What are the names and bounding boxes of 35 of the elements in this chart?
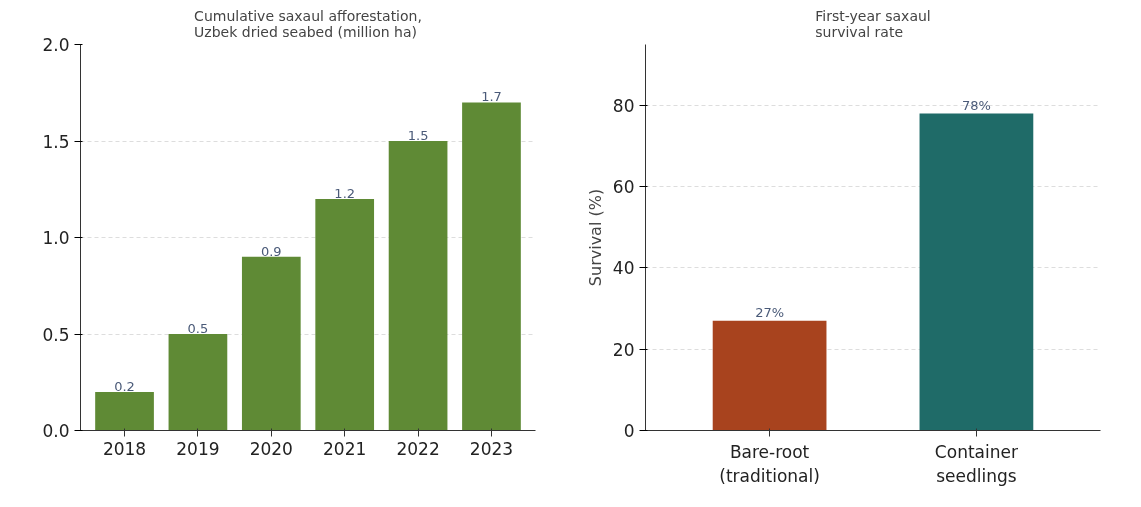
x-tick-label: 2019 <box>176 438 220 459</box>
y-tick-label: 20 <box>612 339 635 360</box>
bar <box>388 141 448 431</box>
y-tick-label: 40 <box>612 258 635 279</box>
bar <box>462 102 521 431</box>
data-label: 27% <box>755 304 785 320</box>
x-tick-label: 2023 <box>469 438 514 459</box>
x-tick-label: Bare-root (traditional) <box>719 441 820 486</box>
data-label: 0.2 <box>114 378 135 394</box>
y-tick-label: 60 <box>612 177 635 198</box>
data-label: 1.5 <box>407 128 429 143</box>
chart-title: Cumulative saxaul afforestation, Uzbek dried seabed (million ha) <box>194 7 422 40</box>
data-label: 78% <box>961 97 991 113</box>
data-label: 0.9 <box>260 243 282 259</box>
y-tick-label: 80 <box>612 95 635 116</box>
y-tick-label: 0.0 <box>42 421 70 441</box>
x-tick-label: 2018 <box>102 438 147 459</box>
y-tick-label: 2.0 <box>42 35 70 55</box>
x-tick-label: 2021 <box>323 438 367 459</box>
data-label: 1.7 <box>481 89 502 105</box>
y-axis-title: Survival (%) <box>585 188 605 287</box>
bar <box>168 334 228 431</box>
data-label: 0.5 <box>187 321 209 336</box>
y-tick-label: 1.5 <box>42 131 70 152</box>
x-tick-label: 2022 <box>396 438 440 459</box>
bar <box>95 391 154 431</box>
y-tick-label: 1.0 <box>42 228 70 248</box>
bar <box>241 256 301 431</box>
x-tick-label: Container seedlings <box>934 441 1018 486</box>
y-tick-label: 0.5 <box>42 324 70 345</box>
chart-title: First-year saxaul survival rate <box>815 7 931 40</box>
y-tick-label: 0 <box>623 421 635 441</box>
data-label: 1.2 <box>334 185 356 201</box>
x-tick-label: 2020 <box>249 438 293 459</box>
bar <box>315 198 375 431</box>
